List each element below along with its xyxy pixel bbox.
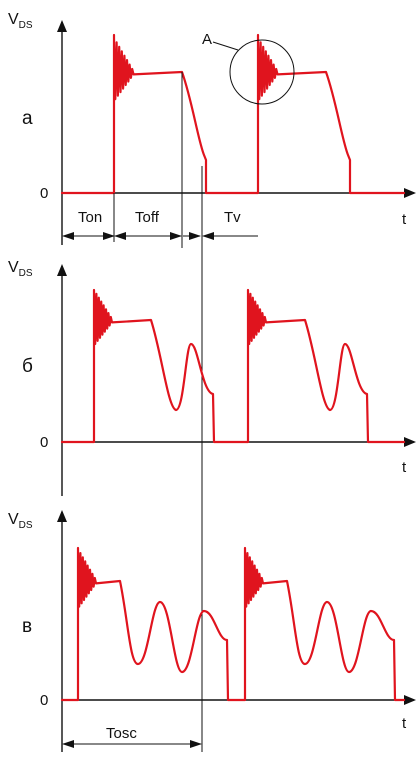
panel-b: VDS 0 t б [8,259,416,496]
panel-a-t-label: t [402,211,407,228]
panel-b-zero-label: 0 [40,434,48,451]
panel-v-waveform [60,546,406,702]
panel-v-y-axis-label: VDS [8,511,33,531]
callout-leader [212,41,239,51]
tv-label: Tv [224,209,241,226]
panel-a-waveform [60,33,406,195]
panel-b-t-label: t [402,459,407,476]
tosc-label: Tosc [106,725,137,742]
panel-a-label: а [22,108,33,129]
panel-v-t-label: t [402,715,407,732]
panel-a: VDS 0 t а A Ton Toff Tv [8,11,416,248]
panel-a-zero-label: 0 [40,185,48,202]
ton-label: Ton [78,209,102,226]
panel-a-y-axis-label: VDS [8,11,33,31]
panel-b-y-axis-label: VDS [8,259,33,279]
panel-v: VDS 0 t в Tosc [8,510,416,752]
toff-label: Toff [135,209,160,226]
panel-b-label: б [22,356,33,377]
panel-v-label: в [22,616,32,637]
panel-v-zero-label: 0 [40,692,48,709]
callout-label: A [202,31,212,48]
callout-circle [229,39,295,105]
panel-b-waveform [60,288,406,444]
